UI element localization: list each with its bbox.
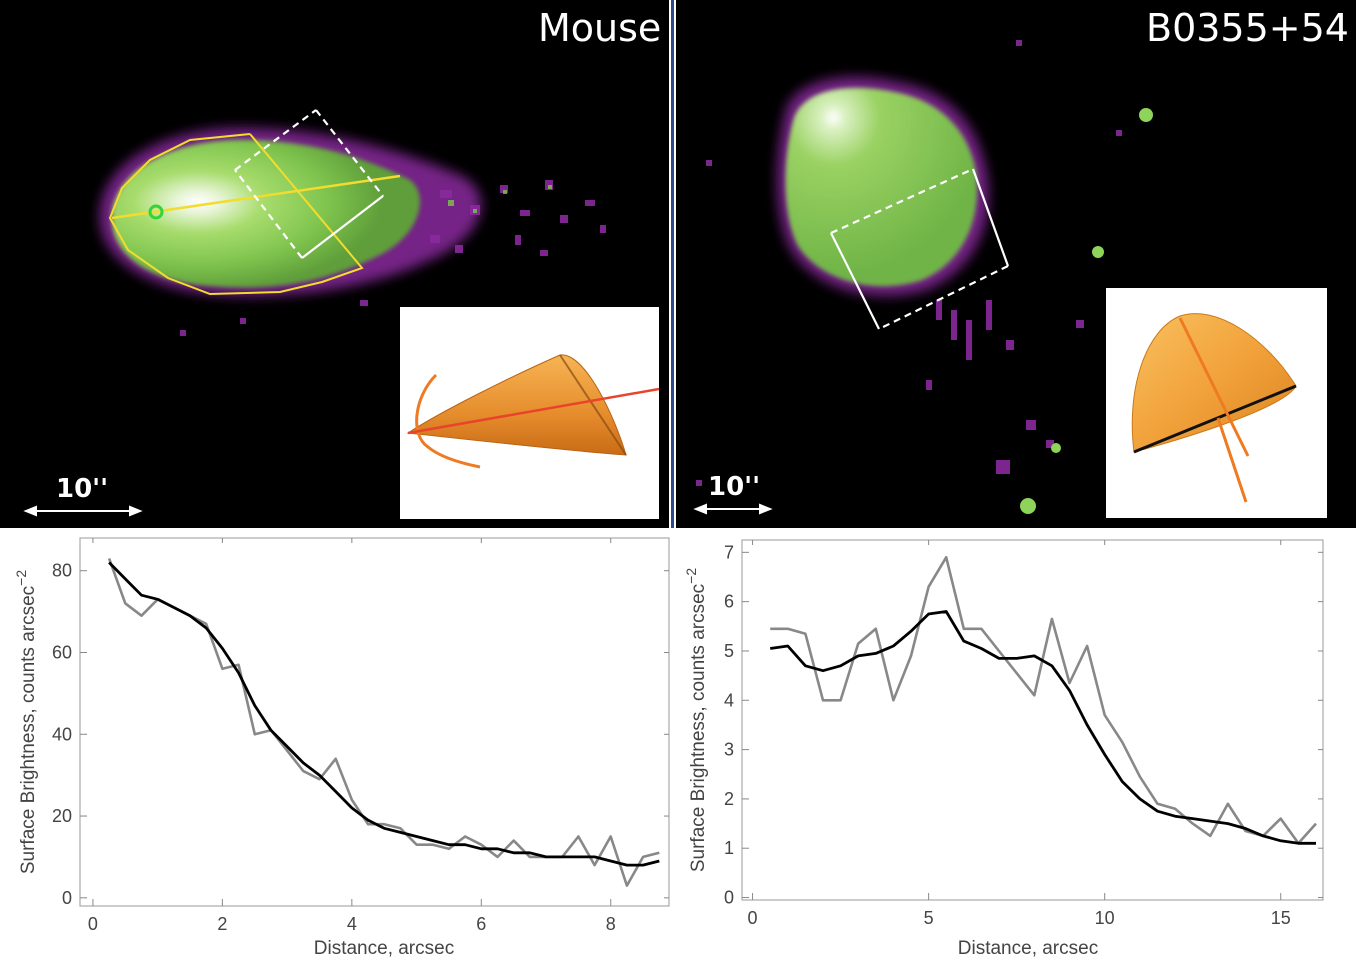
bow-arc: [415, 373, 481, 469]
cone-model-graphic-right: [1131, 313, 1297, 503]
cone-body-right: [1131, 313, 1297, 453]
profile-plot-mouse: 0 2 4 6 8 0 20 40 60 80 Distance, arcsec Surface …: [0, 528, 676, 973]
scale-label-left: 10'': [56, 474, 109, 504]
point-sources: [1020, 108, 1153, 514]
pulsar-marker: [148, 204, 164, 220]
y-axis-label: Surface Brightness, counts arcsec−2: [13, 570, 39, 874]
y-tick-label: 5: [724, 641, 734, 661]
x-tick-label: 0: [748, 908, 758, 928]
scale-label-right: 10'': [708, 472, 761, 502]
cone-model-inset-right: [1106, 288, 1327, 518]
x-tick-label: 15: [1271, 908, 1291, 928]
smoothed-profile-line: [108, 561, 660, 867]
x-tick-label: 4: [347, 914, 357, 934]
y-tick-label: 40: [52, 724, 72, 744]
cone-axis: [407, 387, 660, 435]
scale-bar: [23, 505, 143, 517]
smoothed-profile-line: [770, 610, 1316, 845]
x-tick-label: 8: [606, 914, 616, 934]
profile-chart-right: 0 5 10 15 0 1 2 3 4 5 6 7 Distance, arcsec Surface …: [683, 539, 1324, 959]
y-tick-label: 1: [724, 838, 734, 858]
extraction-box: [234, 109, 384, 259]
series-group: [107, 557, 660, 887]
y-tick-label: 20: [52, 806, 72, 826]
profile-plot-b0355: 0 5 10 15 0 1 2 3 4 5 6 7 Distance, arcsec Surface …: [676, 528, 1356, 973]
panel-title-mouse: Mouse: [538, 6, 662, 50]
y-tick-label: 60: [52, 642, 72, 662]
panel-title-b0355: B0355+54: [1146, 6, 1349, 50]
y-tick-label: 80: [52, 561, 72, 581]
y-tick-label: 4: [724, 690, 734, 710]
mouse-nebula-graphic: [23, 109, 606, 517]
cone-base: [1133, 384, 1297, 454]
scale-bar-right: [693, 503, 773, 515]
x-tick-label: 2: [217, 914, 227, 934]
cone-model-inset-left: [400, 307, 660, 519]
x-tick-label: 0: [88, 914, 98, 934]
y-tick-label: 2: [724, 789, 734, 809]
plot-frame: [79, 537, 670, 907]
extraction-box-right: [830, 167, 1010, 330]
nebula-tail-green: [448, 185, 552, 213]
x-axis-label: Distance, arcsec: [958, 938, 1098, 959]
nebula-body: [111, 139, 420, 288]
y-tick-label: 0: [62, 888, 72, 908]
b0355-xray-image: B0355+54 10'': [676, 0, 1356, 528]
x-tick-label: 6: [476, 914, 486, 934]
panel-divider: [669, 0, 676, 528]
axis-ticks: 0 5 10 15 0 1 2 3 4 5 6 7: [724, 540, 1323, 928]
cone-axis-right: [1178, 317, 1250, 457]
x-axis-label: Distance, arcsec: [314, 938, 454, 959]
y-tick-label: 6: [724, 592, 734, 612]
raw-profile-line: [107, 557, 660, 887]
plot-frame: [741, 539, 1324, 901]
nebula-filaments: [696, 40, 1122, 486]
series-group: [770, 555, 1317, 845]
y-tick-label: 7: [724, 542, 734, 562]
x-tick-label: 10: [1095, 908, 1115, 928]
raw-profile-line: [770, 555, 1317, 845]
y-tick-label: 0: [724, 888, 734, 908]
y-axis-label: Surface Brightness, counts arcsec−2: [683, 568, 709, 872]
projected-axis: [1216, 417, 1248, 503]
contour-outline: [108, 133, 364, 296]
mouse-xray-image: Mouse 10'': [0, 0, 669, 528]
b0355-nebula-graphic: [693, 40, 1153, 515]
cone-body: [406, 354, 627, 456]
y-tick-label: 3: [724, 740, 734, 760]
cone-model-graphic: [406, 354, 660, 469]
x-tick-label: 5: [924, 908, 934, 928]
